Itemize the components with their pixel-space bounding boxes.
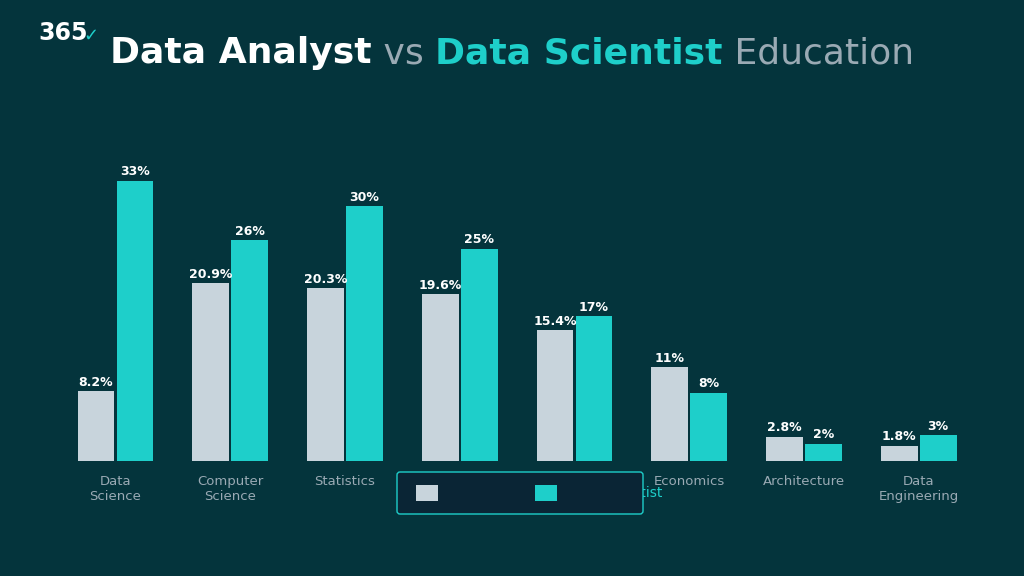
Text: Data Analyst: Data Analyst [111, 36, 372, 70]
Text: Data Scientist: Data Scientist [435, 36, 723, 70]
Text: vs: vs [372, 36, 435, 70]
Text: ✓: ✓ [83, 27, 98, 45]
Text: 25%: 25% [464, 233, 495, 246]
Bar [920, 435, 956, 461]
Bar [346, 206, 383, 461]
Bar [307, 289, 344, 461]
Text: 19.6%: 19.6% [419, 279, 462, 292]
Bar [117, 181, 154, 461]
Text: 11%: 11% [654, 352, 685, 365]
Bar [805, 444, 842, 461]
Text: 26%: 26% [234, 225, 265, 237]
Text: 2.8%: 2.8% [767, 422, 802, 434]
Text: Education: Education [723, 36, 913, 70]
Bar [535, 485, 557, 501]
Text: 15.4%: 15.4% [534, 314, 577, 328]
Text: 365: 365 [38, 21, 87, 45]
Text: Data Analyst: Data Analyst [446, 486, 536, 500]
Bar [690, 393, 727, 461]
Text: 30%: 30% [349, 191, 380, 203]
Text: 1.8%: 1.8% [882, 430, 916, 443]
Bar [537, 330, 573, 461]
Text: 8.2%: 8.2% [79, 376, 114, 389]
Text: 3%: 3% [928, 420, 949, 433]
Bar [461, 249, 498, 461]
Bar [78, 391, 115, 461]
FancyBboxPatch shape [397, 472, 643, 514]
Text: 17%: 17% [579, 301, 609, 314]
Bar [766, 437, 803, 461]
Text: 33%: 33% [120, 165, 150, 178]
Text: Data Scientist: Data Scientist [565, 486, 663, 500]
Bar [651, 367, 688, 461]
Text: 2%: 2% [813, 429, 835, 441]
Bar [231, 240, 268, 461]
Text: 8%: 8% [698, 377, 719, 391]
Bar [575, 316, 612, 461]
Text: 20.9%: 20.9% [189, 268, 232, 281]
Bar [881, 445, 918, 461]
Text: 20.3%: 20.3% [304, 273, 347, 286]
Bar [416, 485, 438, 501]
Bar [193, 283, 229, 461]
Bar [422, 294, 459, 461]
